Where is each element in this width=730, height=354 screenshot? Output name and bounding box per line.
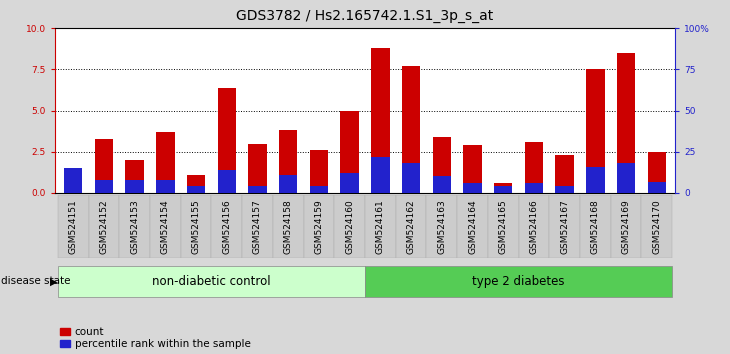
Text: GSM524164: GSM524164 (468, 199, 477, 254)
Text: GSM524152: GSM524152 (99, 199, 108, 254)
Bar (126, 160, 144, 193)
Bar (187, 175, 205, 193)
Text: GDS3782 / Hs2.165742.1.S1_3p_s_at: GDS3782 / Hs2.165742.1.S1_3p_s_at (237, 9, 493, 23)
Bar (494, 186, 512, 193)
Bar (58, 195, 88, 258)
Bar (556, 155, 574, 193)
Bar (648, 182, 666, 193)
Bar (457, 195, 488, 258)
Bar (556, 186, 574, 193)
Bar (310, 186, 328, 193)
Bar (518, 195, 549, 258)
Text: GSM524158: GSM524158 (284, 199, 293, 254)
Bar (150, 195, 181, 258)
Text: GSM524167: GSM524167 (560, 199, 569, 254)
Bar (371, 157, 390, 193)
Bar (156, 132, 174, 193)
Text: GSM524170: GSM524170 (653, 199, 661, 254)
Bar (218, 170, 236, 193)
Bar (58, 266, 365, 297)
Bar (464, 145, 482, 193)
Text: GSM524161: GSM524161 (376, 199, 385, 254)
Bar (642, 195, 672, 258)
Bar (218, 87, 236, 193)
Text: GSM524154: GSM524154 (161, 199, 170, 254)
Text: disease state: disease state (1, 276, 70, 286)
Bar (279, 130, 297, 193)
Bar (64, 168, 82, 193)
Bar (648, 152, 666, 193)
Bar (187, 186, 205, 193)
Bar (402, 66, 420, 193)
Bar (433, 137, 451, 193)
Bar (617, 163, 635, 193)
Text: GSM524151: GSM524151 (69, 199, 77, 254)
Bar (340, 111, 359, 193)
Bar (95, 180, 113, 193)
Bar (365, 266, 672, 297)
Bar (334, 195, 365, 258)
Bar (580, 195, 611, 258)
Text: GSM524157: GSM524157 (253, 199, 262, 254)
Bar (617, 53, 635, 193)
Bar (396, 195, 426, 258)
Bar (273, 195, 304, 258)
Text: type 2 diabetes: type 2 diabetes (472, 275, 565, 288)
Text: GSM524163: GSM524163 (437, 199, 446, 254)
Text: GSM524153: GSM524153 (130, 199, 139, 254)
Bar (494, 183, 512, 193)
Text: GSM524168: GSM524168 (591, 199, 600, 254)
Bar (119, 195, 150, 258)
Text: GSM524159: GSM524159 (315, 199, 323, 254)
Bar (248, 186, 266, 193)
Text: GSM524156: GSM524156 (222, 199, 231, 254)
Bar (549, 195, 580, 258)
Bar (525, 183, 543, 193)
Bar (371, 48, 390, 193)
Bar (156, 180, 174, 193)
Text: GSM524165: GSM524165 (499, 199, 508, 254)
Bar (279, 175, 297, 193)
Bar (304, 195, 334, 258)
Bar (95, 139, 113, 193)
Bar (212, 195, 242, 258)
Bar (402, 163, 420, 193)
Bar (433, 177, 451, 193)
Bar (464, 183, 482, 193)
Text: GSM524162: GSM524162 (407, 199, 415, 254)
Text: non-diabetic control: non-diabetic control (152, 275, 271, 288)
Bar (586, 69, 604, 193)
Bar (88, 195, 119, 258)
Bar (181, 195, 212, 258)
Bar (525, 142, 543, 193)
Text: GSM524160: GSM524160 (345, 199, 354, 254)
Text: GSM524166: GSM524166 (529, 199, 539, 254)
Text: GSM524169: GSM524169 (622, 199, 631, 254)
Bar (64, 172, 82, 193)
Bar (586, 167, 604, 193)
Bar (126, 180, 144, 193)
Text: ▶: ▶ (50, 276, 57, 286)
Text: GSM524155: GSM524155 (191, 199, 201, 254)
Legend: count, percentile rank within the sample: count, percentile rank within the sample (60, 327, 250, 349)
Bar (242, 195, 273, 258)
Bar (488, 195, 518, 258)
Bar (340, 173, 359, 193)
Bar (426, 195, 457, 258)
Bar (611, 195, 642, 258)
Bar (310, 150, 328, 193)
Bar (248, 144, 266, 193)
Bar (365, 195, 396, 258)
